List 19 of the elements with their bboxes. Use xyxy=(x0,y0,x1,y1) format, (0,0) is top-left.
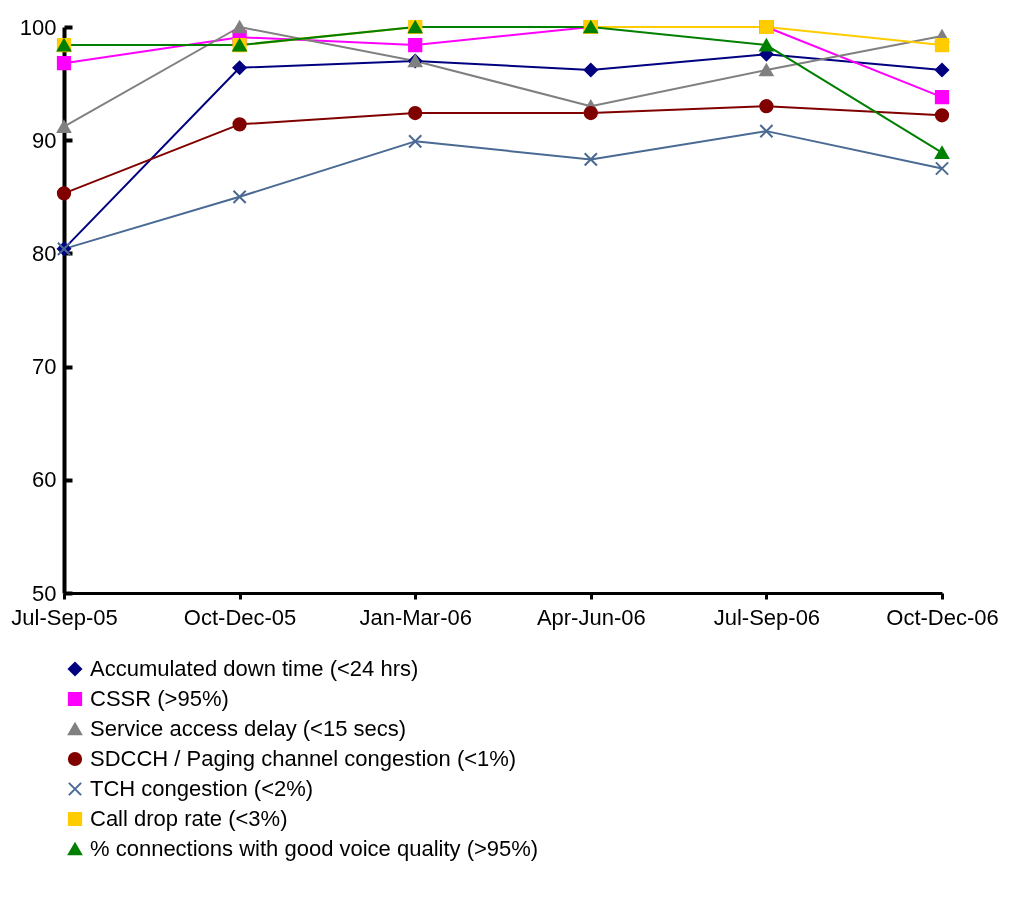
x-tick-label: Oct-Dec-05 xyxy=(183,604,297,630)
legend-label: TCH congestion (<2%) xyxy=(90,776,314,801)
legend-label: Service access delay (<15 secs) xyxy=(90,716,407,741)
y-tick-label: 80 xyxy=(32,240,57,266)
legend-label: % connections with good voice quality (>95%) xyxy=(90,836,539,861)
x-tick-label: Jul-Sep-06 xyxy=(713,604,821,630)
legend-label: Call drop rate (<3%) xyxy=(90,806,288,831)
legend-label: SDCCH / Paging channel congestion (<1%) xyxy=(90,746,517,771)
x-tick-label: Oct-Dec-06 xyxy=(886,604,999,630)
x-tick-label: Jul-Sep-05 xyxy=(11,604,118,630)
y-tick-label: 70 xyxy=(32,354,57,380)
y-tick-label: 60 xyxy=(32,467,57,493)
legend-label: Accumulated down time (<24 hrs) xyxy=(90,656,419,681)
y-tick-label: 100 xyxy=(19,14,57,40)
x-tick-label: Apr-Jun-06 xyxy=(536,604,646,630)
y-tick-label: 50 xyxy=(32,580,57,606)
x-tick-label: Jan-Mar-06 xyxy=(359,604,472,630)
legend-label: CSSR (>95%) xyxy=(90,686,229,711)
y-tick-label: 90 xyxy=(32,127,57,153)
